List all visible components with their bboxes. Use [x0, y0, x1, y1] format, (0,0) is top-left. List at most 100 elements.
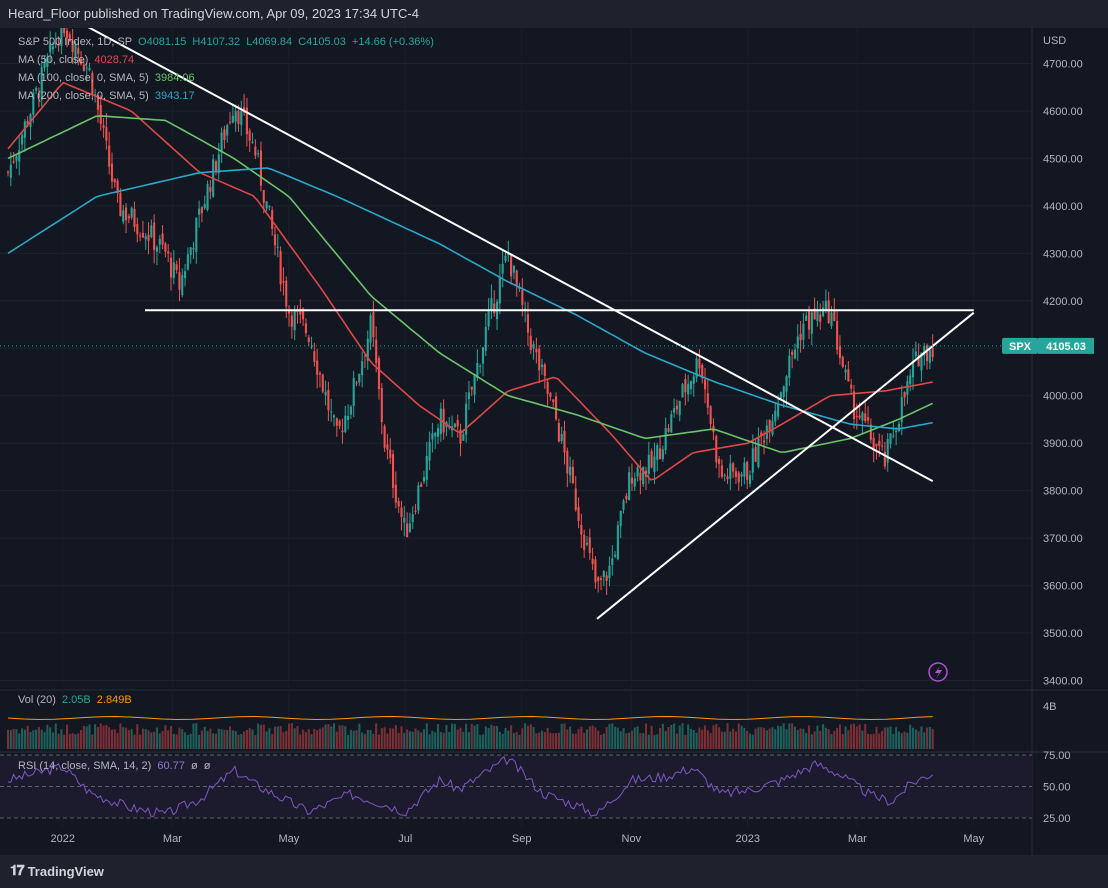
candle-body — [302, 308, 305, 320]
ma100-value: 3984.06 — [154, 72, 195, 84]
volume-ma-line — [7, 715, 933, 721]
candle-body — [403, 517, 406, 523]
x-tick-label: 2022 — [51, 833, 75, 845]
footer: 𝟏𝟕 TradingView — [0, 855, 1108, 888]
volume-bar — [914, 729, 917, 749]
candle-body — [422, 477, 426, 482]
volume-bar — [625, 733, 628, 749]
candle-body — [726, 476, 729, 480]
volume-bar — [285, 730, 288, 749]
x-tick-label: Nov — [622, 833, 642, 845]
rsi-line — [7, 756, 934, 817]
volume-bar — [344, 726, 347, 749]
volume-bar — [113, 729, 116, 749]
volume-bar — [23, 729, 26, 749]
volume-bar — [470, 723, 473, 749]
volume-bar — [279, 725, 282, 749]
candle-body — [529, 335, 532, 351]
candle-body — [54, 42, 57, 45]
candle-body — [60, 28, 63, 46]
volume-bar — [321, 727, 324, 749]
candle-body — [532, 344, 535, 349]
candle-body — [897, 423, 901, 432]
tradingview-logo[interactable]: 𝟏𝟕 TradingView — [10, 863, 104, 879]
volume-bar — [158, 733, 161, 749]
volume-bar — [689, 728, 693, 749]
rsi-band-value: ø — [203, 760, 211, 772]
volume-bar — [743, 727, 746, 749]
volume-bar — [493, 725, 496, 749]
volume-bar — [909, 724, 912, 749]
volume-bar — [259, 724, 262, 749]
candle-body — [420, 483, 423, 487]
candle-body — [833, 311, 836, 321]
volume-bar — [181, 729, 184, 749]
volume-bar — [866, 733, 870, 749]
volume-bar — [819, 730, 822, 749]
volume-bar — [684, 734, 687, 749]
volume-bar — [318, 728, 322, 749]
candle-body — [341, 430, 344, 433]
candle-body — [392, 454, 395, 489]
candle-body — [743, 462, 746, 477]
ma100-line — [7, 115, 934, 453]
candle-body — [102, 125, 105, 128]
volume-bar — [400, 726, 403, 749]
rsi-legend: RSI (14, close, SMA, 14, 2) 60.77 ø ø — [18, 757, 210, 775]
candle-body — [723, 475, 726, 477]
volume-bar — [214, 733, 218, 749]
volume-bar — [822, 724, 825, 749]
candle-body — [94, 94, 97, 96]
volume-bar — [338, 725, 341, 749]
candle-body — [515, 270, 518, 285]
candle-body — [288, 309, 291, 314]
volume-bar — [732, 728, 735, 749]
candle-body — [307, 337, 310, 342]
volume-bar — [678, 725, 681, 749]
candle-body — [43, 62, 46, 68]
y-tick-label: 3600.00 — [1043, 581, 1083, 593]
candle-body — [552, 399, 555, 403]
volume-bar — [754, 728, 757, 749]
candle-body — [279, 251, 282, 285]
price-badge — [1038, 337, 1094, 354]
candle-body — [689, 381, 693, 390]
candle-body — [647, 454, 650, 474]
volume-bar — [740, 725, 743, 749]
volume-bar — [569, 726, 572, 749]
volume-bar — [588, 726, 591, 749]
volume-bar — [785, 729, 788, 749]
volume-bar — [147, 730, 150, 749]
volume-bar — [928, 726, 931, 749]
candle-body — [124, 207, 128, 221]
candle-body — [507, 253, 510, 256]
candle-body — [282, 281, 285, 283]
candle-body — [465, 403, 468, 435]
volume-bar — [49, 727, 52, 749]
candle-body — [136, 224, 139, 235]
candle-body — [560, 433, 563, 442]
y-tick-label: 4500.00 — [1043, 153, 1083, 165]
volume-bar — [136, 724, 139, 749]
candle-body — [827, 300, 830, 324]
candle-body — [186, 254, 189, 270]
volume-bar — [153, 731, 156, 749]
candle-body — [203, 204, 206, 208]
candle-body — [504, 255, 507, 261]
candle-body — [209, 187, 212, 192]
candle-body — [917, 355, 920, 367]
volume-bar — [521, 728, 524, 749]
volume-bar — [12, 729, 15, 749]
candle-body — [701, 364, 704, 379]
candle-body — [673, 408, 676, 413]
price-chart[interactable]: 4700.00 4600.00 4500.00 4400.00 4300.00 4200.… — [0, 28, 1108, 855]
candle-body — [363, 355, 366, 357]
candle-body — [394, 484, 397, 503]
candle-body — [456, 419, 459, 427]
candle-body — [588, 537, 591, 553]
candle-body — [709, 406, 712, 424]
candle-body — [718, 458, 721, 464]
x-tick-label: May — [963, 833, 984, 845]
candle-body — [467, 392, 470, 400]
y-tick-label: 4700.00 — [1043, 58, 1083, 70]
